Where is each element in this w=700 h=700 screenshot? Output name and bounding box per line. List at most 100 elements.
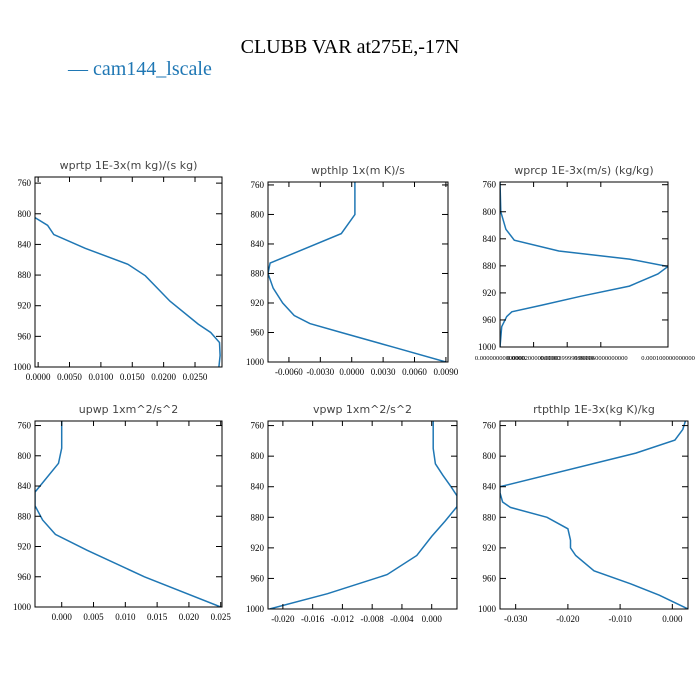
y-tick-label: 960 xyxy=(483,315,497,325)
y-tick-label: 920 xyxy=(18,301,32,311)
x-tick-label: -0.030 xyxy=(504,614,528,624)
x-tick-label: 0.0100 xyxy=(89,372,114,382)
x-tick-label: 0.0150 xyxy=(120,372,145,382)
plot-frame xyxy=(499,420,689,610)
series-line xyxy=(269,421,457,609)
y-tick-label: 800 xyxy=(483,451,497,461)
plot-frame xyxy=(267,420,458,610)
x-tick-label: -0.020 xyxy=(556,614,580,624)
y-tick-label: 760 xyxy=(251,180,265,190)
y-tick-label: 1000 xyxy=(13,362,32,372)
plot-frame xyxy=(34,420,223,608)
y-tick-label: 840 xyxy=(251,239,265,249)
y-tick-label: 840 xyxy=(483,482,497,492)
panel-vpwp: vpwp 1xm^2/s^2 -0.020 -0.016 -0.012 -0.008 -0… xyxy=(246,403,458,624)
y-tick-label: 800 xyxy=(251,209,265,219)
x-tick-label: -0.010 xyxy=(608,614,632,624)
y-tick-label: 840 xyxy=(18,481,32,491)
y-tick-label: 960 xyxy=(18,572,32,582)
y-tick-label: 880 xyxy=(251,512,265,522)
legend-line-icon: — xyxy=(68,58,88,80)
x-tick-label: 0.010 xyxy=(115,612,136,622)
x-tick-label: -0.008 xyxy=(361,614,385,624)
x-tick-label: 0.000 xyxy=(422,614,443,624)
y-tick-label: 920 xyxy=(18,542,32,552)
y-tick-label: 960 xyxy=(251,573,265,583)
y-tick-label: 880 xyxy=(251,268,265,278)
panel-title: vpwp 1xm^2/s^2 xyxy=(313,403,412,416)
x-tick-label: 0.0060 xyxy=(402,367,427,377)
y-tick-label: 840 xyxy=(483,234,497,244)
x-tick-label: -0.0060 xyxy=(275,367,303,377)
y-tick-label: 920 xyxy=(251,543,265,553)
panel-wpthlp: wpthlp 1x(m K)/s -0.0060 -0.0030 0.0000 0.00… xyxy=(246,164,459,377)
figure-title: CLUBB VAR at275E,-17N xyxy=(240,36,460,58)
series-line xyxy=(35,216,221,367)
y-tick-label: 840 xyxy=(251,482,265,492)
y-tick-label: 760 xyxy=(18,421,32,431)
x-tick-label: -0.016 xyxy=(301,614,325,624)
y-tick-label: 1000 xyxy=(13,602,32,612)
panel-rtpthlp: rtpthlp 1E-3x(kg K)/kg -0.030 -0.020 -0.010… xyxy=(478,403,689,624)
y-tick-label: 920 xyxy=(483,288,497,298)
x-tick-label: -0.012 xyxy=(331,614,354,624)
x-tick-label: 0.0050 xyxy=(57,372,82,382)
y-tick-label: 760 xyxy=(18,178,32,188)
y-tick-label: 960 xyxy=(251,327,265,337)
x-tick-label: 0.005 xyxy=(83,612,104,622)
panel-upwp: upwp 1xm^2/s^2 0.000 0.005 0.010 0.015 0.020 0… xyxy=(13,403,232,622)
x-tick-label: 0.015 xyxy=(147,612,168,622)
y-tick-label: 880 xyxy=(18,511,32,521)
x-tick-label: 0.0090 xyxy=(434,367,459,377)
y-tick-label: 760 xyxy=(251,421,265,431)
x-tick-label: 0.000020000000000 xyxy=(507,355,561,362)
y-tick-label: 1000 xyxy=(246,604,265,614)
panel-title: wprcp 1E-3x(m/s) (kg/kg) xyxy=(514,164,653,177)
y-tick-label: 760 xyxy=(483,180,497,190)
x-tick-label: 0.000060000000000 xyxy=(574,355,628,362)
y-tick-label: 800 xyxy=(251,451,265,461)
x-tick-label: 0.000 xyxy=(662,614,683,624)
x-tick-label: 0.000 xyxy=(52,612,73,622)
x-tick-label: 0.0000 xyxy=(339,367,364,377)
y-tick-label: 1000 xyxy=(478,604,497,614)
x-tick-label: 0.025 xyxy=(211,612,232,622)
y-tick-label: 760 xyxy=(483,421,497,431)
plot-frame xyxy=(499,181,669,348)
plot-frame xyxy=(267,181,449,363)
panel-title: rtpthlp 1E-3x(kg K)/kg xyxy=(533,403,655,416)
x-tick-label: 0.000100000000000 xyxy=(641,355,695,362)
series-line xyxy=(268,182,447,362)
y-tick-label: 960 xyxy=(483,573,497,583)
legend-label: cam144_lscale xyxy=(93,58,212,80)
x-tick-label: 0.000039999999999 xyxy=(540,355,594,362)
series-line xyxy=(35,421,221,607)
x-tick-label: 0.0000 xyxy=(26,372,51,382)
panel-wprcp: wprcp 1E-3x(m/s) (kg/kg) 0.00000000000000… xyxy=(475,164,695,362)
panel-title: wprtp 1E-3x(m kg)/(s kg) xyxy=(60,159,198,172)
x-tick-label: 0.0250 xyxy=(183,372,208,382)
x-tick-label: 0.0030 xyxy=(371,367,396,377)
y-tick-label: 800 xyxy=(483,207,497,217)
panel-wprtp: wprtp 1E-3x(m kg)/(s kg) 0.0000 0.0050 0.01… xyxy=(13,159,223,382)
x-tick-label: -0.0030 xyxy=(306,367,334,377)
panel-title: wpthlp 1x(m K)/s xyxy=(311,164,405,177)
y-tick-label: 880 xyxy=(483,512,497,522)
y-tick-label: 1000 xyxy=(246,357,265,367)
y-tick-label: 920 xyxy=(483,543,497,553)
x-tick-label: 0.00000000000000 xyxy=(475,355,525,362)
x-tick-label: 0.020 xyxy=(179,612,200,622)
series-line xyxy=(500,182,668,347)
y-tick-label: 920 xyxy=(251,298,265,308)
plot-frame xyxy=(34,176,223,368)
x-tick-label: 0.0200 xyxy=(151,372,176,382)
legend: — cam144_lscale xyxy=(68,58,212,81)
y-tick-label: 800 xyxy=(18,451,32,461)
y-tick-label: 880 xyxy=(18,270,32,280)
x-tick-label: -0.020 xyxy=(271,614,295,624)
panel-title: upwp 1xm^2/s^2 xyxy=(79,403,179,416)
series-line xyxy=(500,421,688,609)
y-tick-label: 1000 xyxy=(478,342,497,352)
y-tick-label: 840 xyxy=(18,239,32,249)
y-tick-label: 880 xyxy=(483,261,497,271)
